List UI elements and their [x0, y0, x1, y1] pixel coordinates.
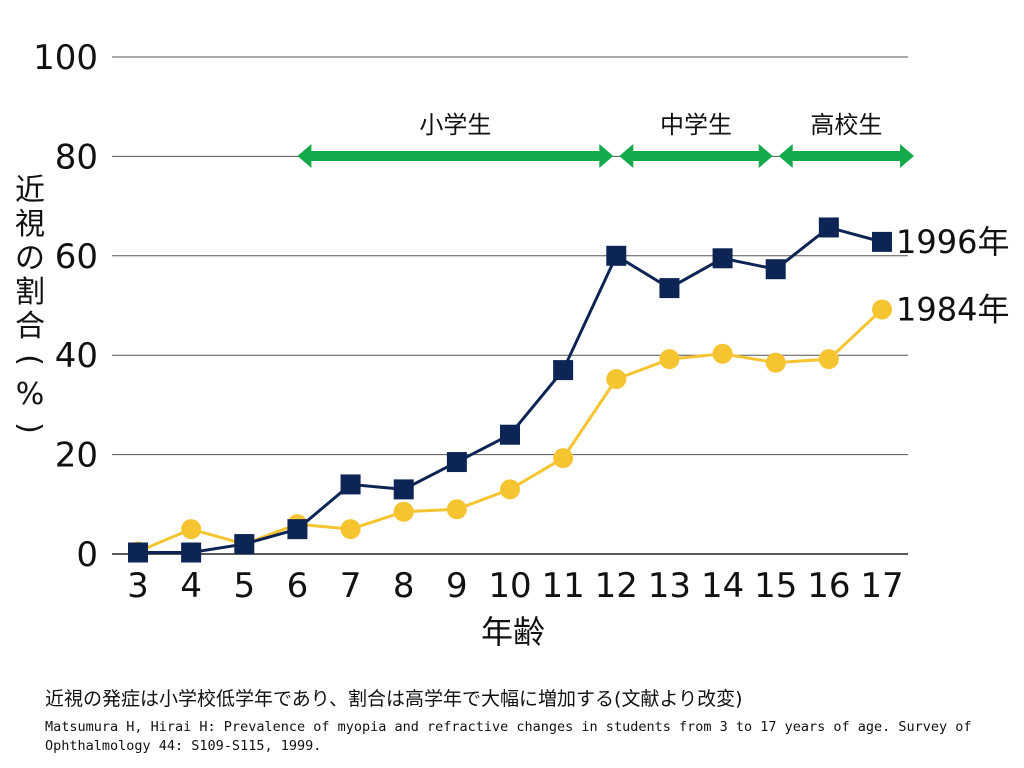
data-point: [181, 542, 202, 563]
data-point: [872, 231, 892, 252]
y-tick-labels: 0 20 40 60 80 100: [33, 38, 98, 575]
school-period-arrows: 小学生 中学生 高校生: [297, 111, 914, 168]
y-axis-label-char: ): [12, 422, 47, 434]
data-point: [181, 519, 202, 540]
data-point: [340, 474, 361, 495]
series-labels: 1996年 1984年: [896, 223, 1009, 329]
data-point: [553, 360, 574, 381]
y-tick-label: 100: [33, 38, 98, 78]
data-point: [393, 479, 414, 500]
y-axis-label-char: 近: [15, 173, 45, 208]
data-point: [500, 479, 520, 500]
data-point: [712, 343, 733, 364]
x-axis-label: 年齢: [481, 613, 545, 651]
period-arrow: [619, 144, 773, 168]
myopia-line-chart: 0 20 40 60 80 100 3 4 5 6 7 8 9 10 11 12 13 14 15 16 17 小学生…: [12, 38, 1009, 651]
y-tick-label: 40: [55, 336, 98, 376]
x-tick-label: 5: [233, 566, 255, 606]
data-point: [818, 217, 839, 238]
x-tick-label: 10: [488, 566, 531, 606]
x-tick-label: 6: [287, 566, 309, 606]
data-series: [128, 217, 892, 563]
x-tick-label: 14: [701, 566, 744, 606]
x-tick-labels: 3 4 5 6 7 8 9 10 11 12 13 14 15 16 17: [127, 566, 903, 606]
x-tick-label: 16: [807, 566, 850, 606]
series-name-label: 1996年: [896, 223, 1009, 261]
data-point: [446, 452, 467, 473]
figure-caption: 近視の発症は小学校低学年であり、割合は高学年で大幅に増加する(文献より改変): [45, 688, 743, 710]
y-axis-label-char: %: [16, 377, 45, 412]
data-point: [872, 299, 892, 320]
data-point: [500, 424, 520, 445]
period-label: 中学生: [660, 111, 732, 139]
y-tick-label: 0: [76, 535, 98, 575]
y-axis-label-char: (: [12, 354, 47, 366]
data-point: [765, 259, 786, 280]
period-label: 高校生: [810, 111, 882, 139]
x-tick-label: 12: [595, 566, 638, 606]
data-point: [659, 278, 680, 299]
x-tick-label: 15: [754, 566, 797, 606]
data-point: [234, 534, 255, 555]
y-axis-label-char: 視: [15, 207, 45, 242]
data-point: [818, 349, 839, 370]
data-point: [393, 501, 414, 522]
x-tick-label: 11: [542, 566, 585, 606]
data-point: [128, 542, 148, 563]
data-point: [659, 349, 680, 370]
data-point: [765, 352, 786, 373]
data-point: [287, 519, 308, 540]
data-point: [553, 448, 574, 469]
x-tick-label: 3: [127, 566, 149, 606]
y-tick-label: 20: [55, 436, 98, 476]
x-tick-label: 9: [446, 566, 468, 606]
x-tick-label: 7: [340, 566, 362, 606]
x-tick-label: 13: [648, 566, 691, 606]
data-point: [712, 248, 733, 269]
y-axis-label-char: 割: [15, 275, 45, 310]
figure-citation: Matsumura H, Hirai H: Prevalence of myop…: [45, 719, 972, 754]
x-tick-label: 8: [393, 566, 415, 606]
series-name-label: 1984年: [896, 290, 1009, 328]
x-tick-label: 4: [180, 566, 202, 606]
x-tick-label: 17: [860, 566, 903, 606]
data-point: [446, 499, 467, 520]
y-tick-label: 80: [55, 137, 98, 177]
data-point: [606, 369, 627, 390]
y-axis-label-char: 合: [15, 309, 45, 344]
period-arrow: [297, 144, 614, 168]
data-point: [340, 519, 361, 540]
y-axis-label-char: の: [15, 241, 45, 276]
period-label: 小学生: [419, 111, 491, 139]
data-point: [606, 245, 627, 266]
y-tick-label: 60: [55, 237, 98, 277]
period-arrow: [778, 144, 914, 168]
